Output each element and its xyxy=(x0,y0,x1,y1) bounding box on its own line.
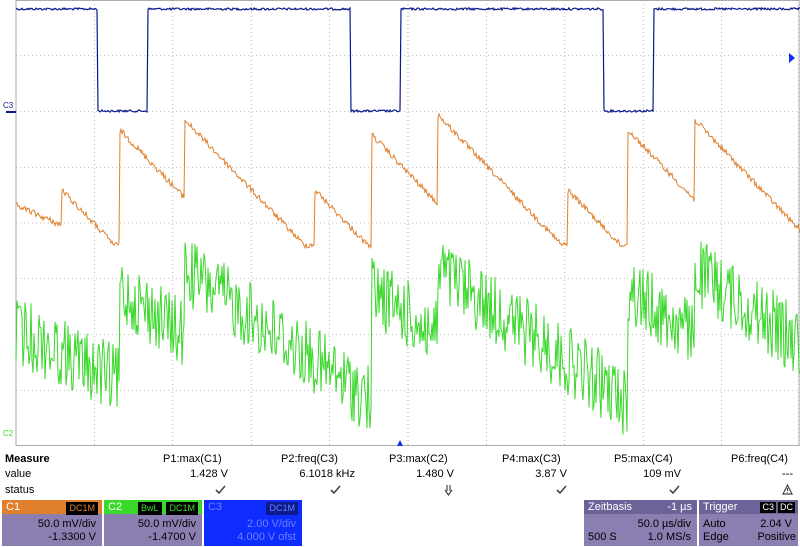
channel-c2-header: C2 BwL DC1M xyxy=(104,500,202,515)
channel-c1-coupling: DC1M xyxy=(66,502,98,515)
measure-value-p2: 6.1018 kHz xyxy=(299,468,355,480)
check-icon xyxy=(330,485,341,495)
graticule-frame xyxy=(15,0,800,446)
timebase-title: Zeitbasis xyxy=(588,501,633,513)
trigger-header: Trigger C3 DC xyxy=(699,500,798,514)
channel-c3-offset: 4.000 V ofst xyxy=(237,531,296,543)
trigger-box[interactable]: Trigger C3 DC Auto 2.04 V Edge Positive xyxy=(699,500,798,546)
channel-c2-name: C2 xyxy=(108,501,123,513)
waveform-display[interactable]: C3 C2 xyxy=(0,0,800,446)
measure-col-p3[interactable]: P3:max(C2) xyxy=(389,453,448,465)
channel-box-c3[interactable]: C3 DC1M 2.00 V/div 4.000 V ofst xyxy=(204,500,302,546)
graticule xyxy=(15,0,800,446)
trigger-title: Trigger xyxy=(703,501,738,513)
timebase-delay: -1 µs xyxy=(667,501,692,513)
channel-c1-header: C1 DC1M xyxy=(2,500,102,515)
measure-header-row: Measure P1:max(C1) P2:freq(C3) P3:max(C2… xyxy=(0,451,800,468)
measure-col-p4[interactable]: P4:max(C3) xyxy=(502,453,561,465)
trigger-source: C3 xyxy=(760,502,776,513)
measure-panel: Measure P1:max(C1) P2:freq(C3) P3:max(C2… xyxy=(0,446,800,500)
timebase-samples: 500 S xyxy=(588,531,617,543)
measure-col-p1[interactable]: P1:max(C1) xyxy=(163,453,222,465)
channel-c3-header: C3 DC1M xyxy=(204,500,302,515)
channel-c3-coupling: DC1M xyxy=(266,502,298,515)
check-icon xyxy=(215,485,226,495)
measure-value-p1: 1.428 V xyxy=(190,468,228,480)
channel-c2-scale: 50.0 mV/div xyxy=(137,518,196,530)
channel-c1-scale: 50.0 mV/div xyxy=(37,518,96,530)
trigger-type: Edge xyxy=(703,531,729,543)
measure-value-p3: 1.480 V xyxy=(416,468,454,480)
trigger-slope: Positive xyxy=(757,531,796,543)
trigger-coupling: DC xyxy=(778,502,795,513)
measure-col-p6[interactable]: P6:freq(C4) xyxy=(731,453,788,465)
measure-value-p6: --- xyxy=(782,468,793,480)
channel-c2-bwl: BwL xyxy=(138,502,162,515)
channel-box-c2[interactable]: C2 BwL DC1M 50.0 mV/div -1.4700 V xyxy=(104,500,202,546)
measure-status-row: status xyxy=(0,482,800,499)
measure-status-label: status xyxy=(5,484,35,496)
timebase-header: Zeitbasis -1 µs xyxy=(584,500,697,514)
measure-value-p4: 3.87 V xyxy=(535,468,567,480)
channel-c1-offset: -1.3300 V xyxy=(48,531,96,543)
trigger-mode: Auto xyxy=(703,518,726,530)
measure-value-p5: 109 mV xyxy=(643,468,681,480)
c2-level-marker: C2 xyxy=(3,429,14,438)
channel-status-bar: C1 DC1M 50.0 mV/div -1.3300 V C2 BwL DC1… xyxy=(0,500,800,547)
channel-c2-offset: -1.4700 V xyxy=(148,531,196,543)
trigger-level-icon[interactable] xyxy=(789,53,795,63)
timebase-rate: 1.0 MS/s xyxy=(647,531,691,543)
measure-col-p2[interactable]: P2:freq(C3) xyxy=(281,453,338,465)
channel-box-c1[interactable]: C1 DC1M 50.0 mV/div -1.3300 V xyxy=(2,500,102,546)
check-icon xyxy=(556,485,567,495)
c3-level-marker: C3 xyxy=(3,101,14,110)
trigger-level: 2.04 V xyxy=(760,518,792,530)
timebase-per-div: 50.0 µs/div xyxy=(637,518,691,530)
channel-c3-name: C3 xyxy=(208,501,223,513)
channel-c2-coupling: DC1M xyxy=(166,502,198,515)
trace-c2 xyxy=(15,241,800,435)
channel-c1-name: C1 xyxy=(6,501,21,513)
measure-value-label: value xyxy=(5,468,32,480)
trigger-position-icon[interactable] xyxy=(397,440,403,446)
measure-title: Measure xyxy=(5,453,50,465)
timebase-box[interactable]: Zeitbasis -1 µs 50.0 µs/div 500 S 1.0 MS… xyxy=(584,500,697,546)
check-icon xyxy=(669,485,680,495)
trace-c3 xyxy=(15,6,800,114)
warning-icon xyxy=(782,484,793,495)
channel-c3-scale: 2.00 V/div xyxy=(247,518,296,530)
measure-col-p5[interactable]: P5:max(C4) xyxy=(614,453,673,465)
trace-c1 xyxy=(15,112,800,249)
measure-value-row: value 1.428 V 6.1018 kHz 1.480 V 3.87 V … xyxy=(0,466,800,483)
double-arrow-down-icon xyxy=(444,485,453,496)
